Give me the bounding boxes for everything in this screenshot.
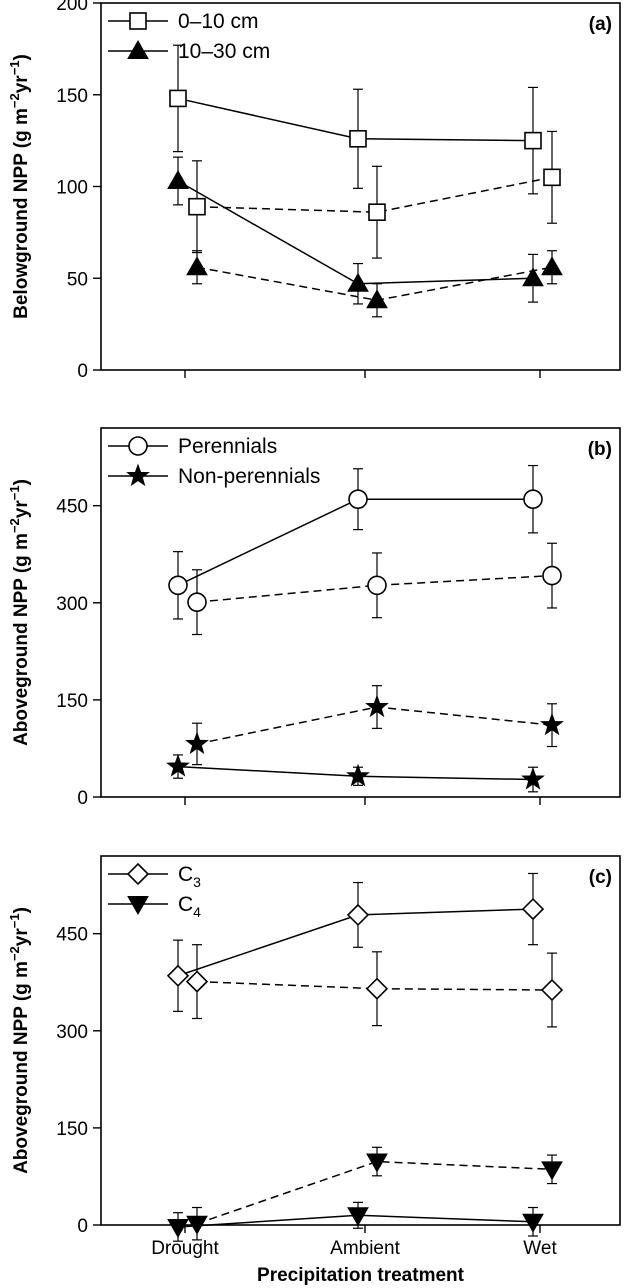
series [185, 944, 564, 1028]
series [169, 44, 542, 195]
y-tick-label: 150 [56, 86, 88, 107]
series [185, 685, 564, 766]
chart-panel: 0 150 300 450 (c) Aboveground NPP (g m−2yr−1)… [7, 855, 621, 1286]
y-tick-label: 450 [56, 925, 88, 946]
data-point [540, 712, 564, 736]
y-axis-label: Belowground NPP (g m−2yr−1) [7, 54, 32, 319]
y-tick-label: 150 [56, 691, 88, 712]
series [167, 1201, 544, 1242]
data-point [347, 1207, 369, 1227]
data-point [168, 575, 188, 596]
y-tick-label: 0 [77, 1216, 88, 1237]
data-point [169, 89, 187, 108]
data-point [348, 489, 368, 510]
data-point [521, 897, 545, 921]
data-point [346, 763, 370, 787]
x-axis-label: Precipitation treatment [257, 1265, 465, 1286]
series-line [177, 498, 533, 586]
series-line [196, 1160, 553, 1225]
data-point [542, 565, 562, 586]
series [166, 754, 545, 793]
data-point [541, 256, 563, 276]
data-point [349, 129, 367, 148]
data-point [185, 970, 209, 993]
data-point [367, 575, 387, 596]
chart-panel: 0 50 100 150 200 (a) Belowground NPP (g m−2yr−… [7, 0, 621, 382]
data-point [166, 754, 190, 777]
data-point [166, 964, 190, 987]
plot-frame [100, 427, 621, 798]
data-point [187, 592, 207, 612]
data-point [523, 489, 543, 510]
series [168, 464, 543, 620]
legend-marker [126, 862, 150, 886]
data-point [347, 272, 369, 292]
legend-label: 0–10 cm [178, 10, 259, 33]
data-point [365, 694, 389, 718]
legend: Perennials Non-perennials [108, 435, 320, 488]
data-point [366, 289, 388, 309]
legend-marker [128, 436, 148, 456]
series-line [196, 176, 553, 213]
x-tick-label: Wet [523, 1238, 557, 1259]
y-tick-label: 0 [77, 788, 88, 809]
y-tick-label: 100 [56, 178, 88, 199]
data-point [188, 197, 206, 216]
series [166, 872, 545, 1012]
data-point [522, 267, 544, 287]
y-tick-label: 300 [56, 1022, 88, 1043]
series [186, 250, 563, 318]
series [167, 156, 544, 305]
legend-marker [126, 463, 150, 487]
plot-frame [100, 855, 621, 1226]
y-axis-label: Aboveground NPP (g m−2yr−1) [7, 907, 32, 1174]
data-point [540, 978, 564, 1002]
y-tick-label: 450 [56, 497, 88, 518]
data-point [167, 169, 189, 189]
legend-label: C3 [178, 863, 201, 890]
panel-tag: (a) [589, 14, 612, 35]
y-tick-label: 200 [56, 0, 88, 15]
data-point [365, 977, 389, 1000]
y-tick-label: 300 [56, 594, 88, 615]
legend-marker [127, 896, 149, 916]
data-point [167, 1218, 189, 1238]
chart-panel: 0 150 300 450 (b) Aboveground NPP (g m−2yr−1)… [7, 427, 621, 809]
y-tick-label: 150 [56, 1119, 88, 1140]
data-point [346, 903, 370, 927]
legend-label: 10–30 cm [178, 40, 270, 63]
legend-label: Perennials [178, 435, 277, 458]
data-point [368, 203, 386, 221]
y-axis-label: Aboveground NPP (g m−2yr−1) [7, 479, 32, 746]
data-point [543, 168, 561, 187]
panel-tag: (b) [588, 439, 612, 460]
data-point [541, 1161, 563, 1181]
panel-tag: (c) [589, 867, 612, 888]
legend-label: Non-perennials [178, 465, 320, 488]
data-point [522, 1213, 544, 1233]
legend-marker [127, 39, 149, 59]
series [187, 542, 562, 636]
series [186, 1146, 563, 1241]
series-line [177, 180, 534, 285]
data-point [185, 731, 209, 755]
data-point [186, 256, 208, 276]
x-tick-label: Drought [151, 1238, 219, 1259]
data-point [521, 767, 545, 790]
data-point [524, 131, 542, 150]
y-tick-label: 0 [77, 361, 88, 382]
data-point [366, 1153, 388, 1173]
x-tick-label: Ambient [330, 1238, 400, 1259]
y-tick-label: 50 [67, 269, 88, 290]
series [188, 130, 561, 259]
legend: 0–10 cm 10–30 cm [108, 10, 270, 63]
legend-label: C4 [178, 893, 201, 920]
legend-marker [129, 12, 147, 30]
